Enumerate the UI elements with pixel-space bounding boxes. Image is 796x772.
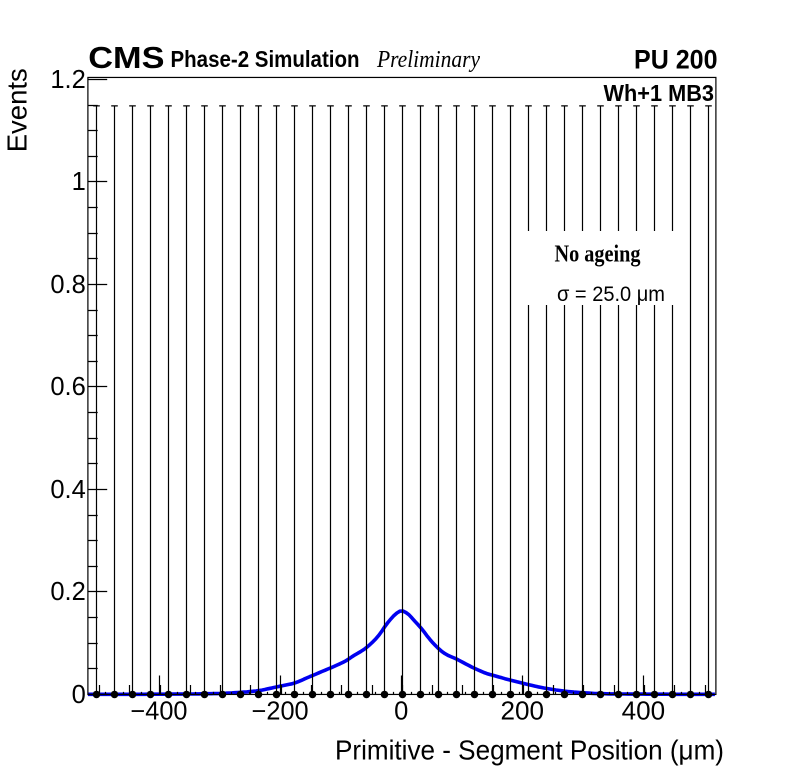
svg-text:No ageing: No ageing — [555, 241, 641, 267]
svg-text:0.8: 0.8 — [50, 271, 85, 299]
svg-text:0: 0 — [394, 698, 408, 726]
svg-text:Phase-2 Simulation: Phase-2 Simulation — [171, 46, 360, 72]
svg-text:1: 1 — [72, 168, 86, 196]
svg-text:400: 400 — [622, 698, 666, 726]
svg-text:1.2: 1.2 — [50, 66, 85, 94]
svg-text:−200: −200 — [252, 698, 309, 726]
svg-text:200: 200 — [501, 698, 545, 726]
svg-text:Wh+1 MB3: Wh+1 MB3 — [604, 80, 715, 106]
svg-text:σ = 25.0 μm: σ = 25.0 μm — [557, 283, 665, 306]
svg-text:PU 200: PU 200 — [634, 44, 718, 74]
svg-text:Events: Events — [2, 68, 33, 152]
svg-text:0.6: 0.6 — [50, 373, 85, 401]
svg-text:0.4: 0.4 — [50, 476, 85, 504]
svg-text:CMS: CMS — [88, 39, 164, 74]
svg-text:0.2: 0.2 — [50, 578, 85, 606]
svg-text:Preliminary: Preliminary — [376, 47, 480, 73]
svg-text:0: 0 — [72, 681, 86, 709]
svg-text:−400: −400 — [131, 698, 188, 726]
svg-text:Primitive - Segment Position (: Primitive - Segment Position (μm) — [335, 734, 724, 765]
